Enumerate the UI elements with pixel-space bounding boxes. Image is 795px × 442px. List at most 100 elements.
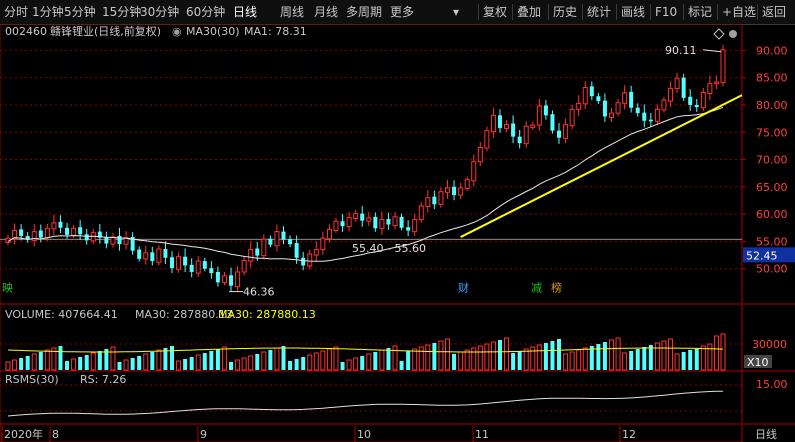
- volume-bar-up: [248, 355, 254, 371]
- toolbar-button-0[interactable]: 复权: [483, 5, 508, 19]
- toolbar-button-3[interactable]: 统计: [587, 5, 612, 19]
- volume-bar-down: [550, 341, 555, 370]
- tab-6[interactable]: 日线: [233, 5, 258, 19]
- candle-down: [648, 119, 653, 122]
- candle-up: [530, 124, 536, 128]
- diamond-icon[interactable]: [713, 28, 725, 40]
- volume-bar-up: [608, 339, 614, 371]
- candle-down: [209, 268, 214, 274]
- volume-bar-down: [163, 348, 168, 370]
- candle-down: [386, 219, 391, 225]
- volume-bar-up: [412, 348, 418, 371]
- candle-up: [471, 161, 477, 182]
- volume-bar-up: [576, 349, 582, 371]
- volume-bar-up: [713, 335, 719, 371]
- candle-up: [504, 124, 510, 129]
- volume-bar-up: [5, 361, 11, 371]
- tab-4[interactable]: 30分钟: [140, 5, 180, 19]
- candle-down: [255, 248, 260, 256]
- candle-down: [681, 77, 686, 98]
- volume-ma-label: MA30: 287880.13: [135, 308, 233, 321]
- volume-bar-up: [674, 353, 680, 371]
- trend-line: [460, 94, 743, 238]
- tab-10[interactable]: 更多: [390, 5, 415, 19]
- volume-bar-up: [156, 349, 162, 371]
- candle-up: [464, 179, 470, 189]
- time-label-3: 10: [357, 428, 371, 441]
- candle-down: [642, 112, 647, 121]
- candle-down: [268, 238, 273, 245]
- tab-2[interactable]: 5分钟: [64, 5, 96, 19]
- candle-down: [163, 249, 168, 258]
- candle-down: [543, 105, 548, 116]
- toolbar-button-6[interactable]: 标记: [688, 5, 713, 19]
- candle-up: [412, 219, 418, 233]
- volume-bar-up: [235, 359, 241, 371]
- high-annotation: 90.11: [665, 44, 697, 57]
- eye-icon: ◉: [172, 25, 182, 38]
- volume-ma-label-2: MA30: 287880.13: [218, 308, 316, 321]
- current-price-label: 52.45: [746, 249, 778, 262]
- volume-bar-up: [123, 359, 129, 371]
- volume-bar-down: [648, 345, 653, 370]
- tab-7[interactable]: 周线: [280, 5, 305, 19]
- tab-1[interactable]: 1分钟: [32, 5, 64, 19]
- volume-bar-down: [301, 357, 306, 370]
- volume-bar-down: [130, 358, 135, 370]
- volume-bar-down: [150, 352, 155, 370]
- candle-up: [713, 81, 719, 85]
- more-dropdown-icon[interactable]: ▾: [453, 5, 460, 19]
- time-label-5: 12: [622, 428, 636, 441]
- candle-up: [425, 197, 431, 207]
- volume-bar-down: [681, 352, 686, 370]
- toolbar-separator: [683, 4, 684, 20]
- candle-down: [629, 91, 634, 108]
- candle-down: [84, 234, 89, 241]
- volume-bar-up: [477, 345, 483, 371]
- toolbar-button-8[interactable]: 返回: [762, 5, 787, 19]
- rsms-label: RSMS(30): [5, 373, 59, 386]
- candle-up: [51, 222, 57, 230]
- price-tick-6: 60.00: [756, 208, 788, 221]
- tab-0[interactable]: 分时: [4, 5, 29, 19]
- toolbar-button-7[interactable]: +自选: [722, 5, 757, 19]
- volume-bar-down: [97, 351, 102, 370]
- candle-up: [700, 91, 706, 109]
- volume-bar-up: [661, 340, 667, 371]
- candle-down: [511, 123, 516, 137]
- candle-up: [674, 77, 680, 90]
- volume-bar-up: [464, 349, 470, 371]
- candle-down: [294, 243, 299, 258]
- volume-bar-up: [523, 348, 529, 371]
- toolbar-button-1[interactable]: 叠加: [517, 5, 542, 19]
- volume-bar-down: [557, 339, 562, 370]
- volume-bar-down: [38, 352, 43, 370]
- volume-bar-up: [668, 338, 674, 371]
- tab-3[interactable]: 15分钟: [102, 5, 142, 19]
- candle-down: [557, 130, 562, 138]
- candle-down: [589, 86, 594, 97]
- close-icon[interactable]: [729, 30, 737, 38]
- candle-down: [65, 227, 70, 235]
- volume-bar-down: [596, 344, 601, 370]
- volume-bar-down: [117, 362, 122, 370]
- candle-up: [576, 102, 582, 110]
- tab-5[interactable]: 60分钟: [186, 5, 226, 19]
- toolbar-button-4[interactable]: 画线: [621, 5, 646, 19]
- toolbar-separator: [478, 4, 479, 20]
- toolbar-button-2[interactable]: 历史: [553, 5, 578, 19]
- candle-up: [536, 105, 542, 126]
- toolbar-button-5[interactable]: F10: [655, 5, 678, 19]
- candle-up: [248, 249, 254, 262]
- price-tick-1: 85.00: [756, 72, 788, 85]
- candle-up: [477, 147, 483, 163]
- toolbar-separator: [650, 4, 651, 20]
- volume-bar-down: [517, 351, 522, 370]
- tab-8[interactable]: 月线: [314, 5, 339, 19]
- candle-down: [169, 257, 174, 269]
- tab-9[interactable]: 多周期: [346, 5, 383, 19]
- candle-up: [346, 216, 352, 228]
- toolbar-separator: [717, 4, 718, 20]
- header-indicator: MA30(30): [186, 25, 240, 38]
- candle-up: [307, 253, 313, 267]
